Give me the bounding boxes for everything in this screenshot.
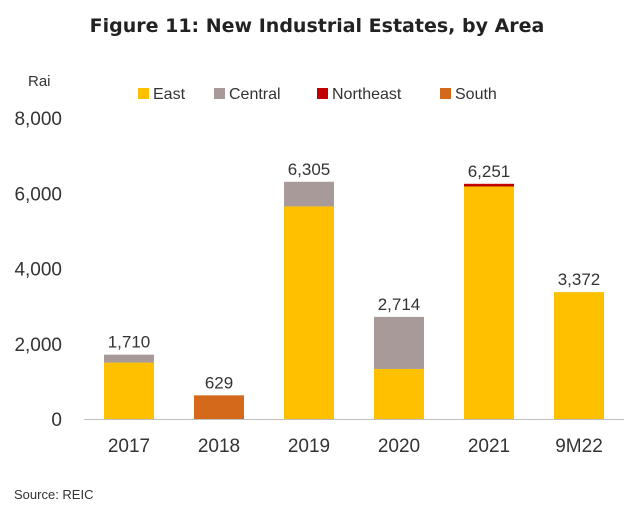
x-tick-label: 2021 xyxy=(468,436,510,457)
x-tick-label: 2017 xyxy=(108,436,150,457)
legend: East Central Northeast South xyxy=(138,86,497,103)
legend-label-east: East xyxy=(153,86,186,103)
bar-central-2019 xyxy=(284,181,334,207)
legend-swatch-east xyxy=(138,88,149,99)
x-tick-label: 2019 xyxy=(288,436,330,457)
chart-title: Figure 11: New Industrial Estates, by Ar… xyxy=(90,15,545,37)
bar-east-9m22 xyxy=(554,292,604,419)
data-label: 629 xyxy=(205,373,233,392)
bar-east-2019 xyxy=(284,206,334,419)
legend-label-south: South xyxy=(455,86,497,103)
x-tick-label: 2020 xyxy=(378,436,420,457)
legend-label-central: Central xyxy=(229,86,281,103)
bar-east-2020 xyxy=(374,368,424,419)
bars xyxy=(104,181,604,419)
legend-swatch-south xyxy=(440,88,451,99)
y-axis-ticks: 0 2,000 4,000 6,000 8,000 xyxy=(14,109,62,431)
data-label: 2,714 xyxy=(378,295,421,314)
x-tick-label: 2018 xyxy=(198,436,240,457)
y-tick-label: 4,000 xyxy=(14,260,62,281)
data-labels: 1,710 629 6,305 2,714 6,251 3,372 xyxy=(108,160,601,393)
data-label: 6,305 xyxy=(288,160,331,179)
data-label: 6,251 xyxy=(468,162,511,181)
x-tick-label: 9M22 xyxy=(555,436,603,457)
bar-east-2017 xyxy=(104,362,154,419)
bar-central-2017 xyxy=(104,354,154,363)
legend-swatch-central xyxy=(214,88,225,99)
y-tick-label: 0 xyxy=(51,410,62,431)
x-axis-ticks: 2017 2018 2019 2020 2021 9M22 xyxy=(108,436,603,457)
y-tick-label: 2,000 xyxy=(14,335,62,356)
bar-south-2018 xyxy=(194,395,244,419)
y-tick-label: 8,000 xyxy=(14,109,62,130)
y-tick-label: 6,000 xyxy=(14,184,62,205)
bar-central-2020 xyxy=(374,316,424,369)
y-axis-label: Rai xyxy=(28,73,51,90)
legend-label-northeast: Northeast xyxy=(332,86,402,103)
bar-northeast-2021 xyxy=(464,183,514,187)
legend-swatch-northeast xyxy=(317,88,328,99)
data-label: 3,372 xyxy=(558,270,601,289)
source-note: Source: REIC xyxy=(14,487,93,502)
data-label: 1,710 xyxy=(108,333,151,352)
bar-east-2021 xyxy=(464,186,514,419)
